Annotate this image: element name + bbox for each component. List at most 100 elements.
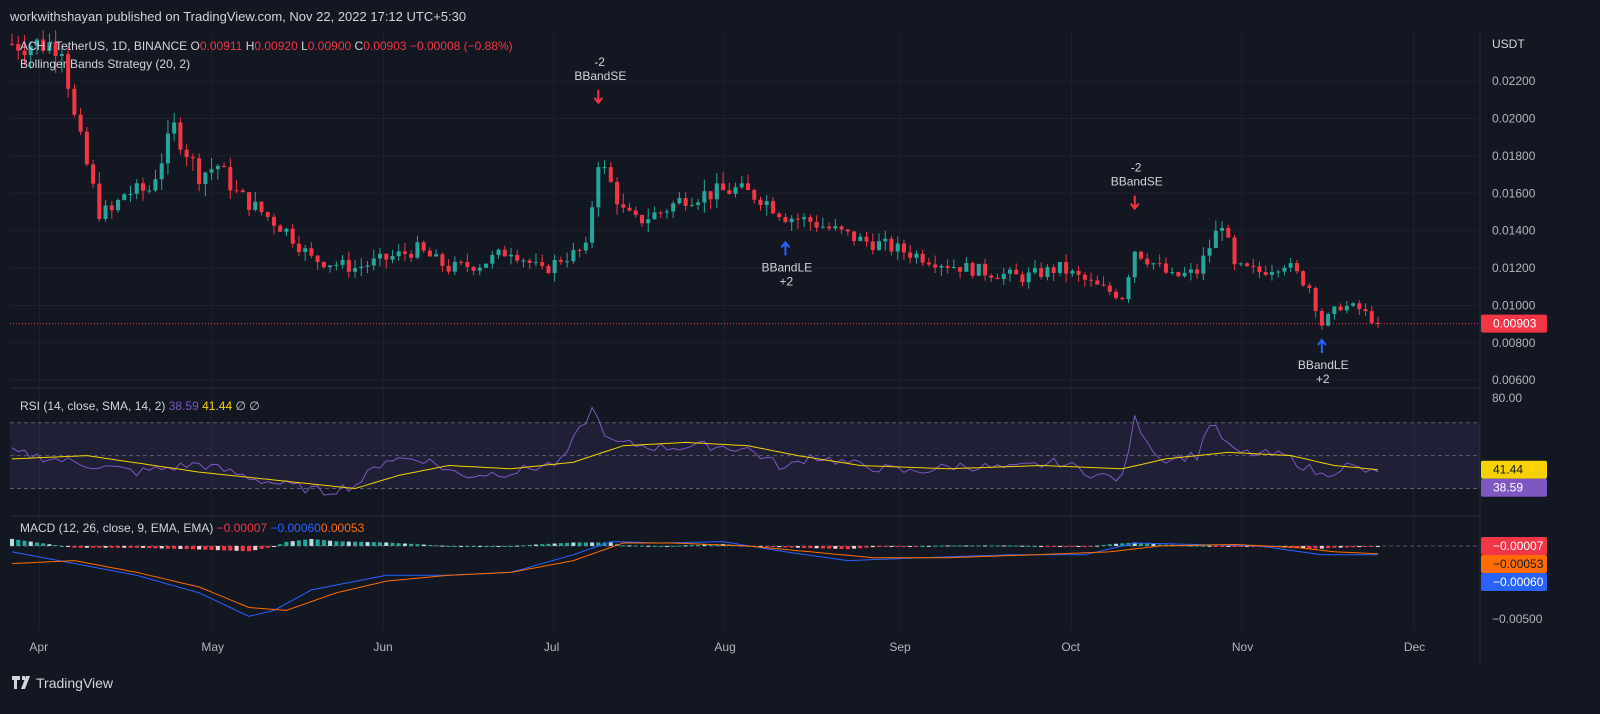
candle-body xyxy=(309,248,314,256)
macd-signal-badge: −0.00053 xyxy=(1493,557,1544,571)
candle-body xyxy=(253,201,258,210)
macd-histogram-bar xyxy=(802,545,807,548)
candle-body xyxy=(1257,266,1262,273)
candle-body xyxy=(733,187,738,194)
candle-body xyxy=(1344,305,1349,311)
candle-body xyxy=(484,263,489,268)
macd-histogram-bar xyxy=(789,545,794,548)
macd-histogram-bar xyxy=(1157,544,1162,546)
candle-body xyxy=(446,265,451,272)
candle-body xyxy=(1375,322,1381,324)
macd-histogram-bar xyxy=(22,540,27,546)
tradingview-brand[interactable]: TradingView xyxy=(36,675,113,691)
rsi-sma-badge: 41.44 xyxy=(1493,463,1523,477)
symbol-title[interactable]: ACH / TetherUS, 1D, BINANCE xyxy=(20,39,188,53)
candle-body xyxy=(552,259,557,274)
macd-histogram-bar xyxy=(122,545,127,548)
candle-body xyxy=(889,238,894,252)
macd-line-value: −0.00060 xyxy=(270,521,321,535)
macd-histogram-bar xyxy=(683,545,688,547)
candle-body xyxy=(122,194,127,200)
candle-body xyxy=(920,253,925,263)
macd-histogram-bar xyxy=(390,542,395,546)
macd-histogram-bar xyxy=(465,545,470,547)
candle-body xyxy=(390,256,395,260)
signal-qty: +2 xyxy=(779,274,793,288)
candle-body xyxy=(895,243,900,252)
candle-body xyxy=(596,167,601,208)
macd-legend[interactable]: MACD (12, 26, close, 9, EMA, EMA) −0.000… xyxy=(20,521,364,535)
macd-histogram-bar xyxy=(671,545,676,547)
candle-body xyxy=(222,165,227,168)
macd-histogram-bar xyxy=(321,540,326,546)
candle-body xyxy=(427,250,432,257)
candle-body xyxy=(1263,272,1268,275)
rsi-badge: 38.59 xyxy=(1493,481,1523,495)
rsi-sma-badge-bg xyxy=(1481,460,1547,479)
macd-histogram-bar xyxy=(852,545,857,549)
candle-body xyxy=(1007,269,1013,274)
rsi-value: 38.59 xyxy=(168,399,199,413)
macd-histogram-bar xyxy=(222,545,227,551)
candle-body xyxy=(1089,279,1094,281)
macd-histogram-bar xyxy=(864,545,869,548)
candle-body xyxy=(746,183,751,191)
macd-histogram-bar xyxy=(228,545,233,551)
candle-body xyxy=(689,204,694,206)
macd-histogram-bar xyxy=(876,545,882,547)
strategy-legend[interactable]: Bollinger Bands Strategy (20, 2) xyxy=(20,57,190,71)
macd-histogram-bar xyxy=(983,545,988,547)
candle-body xyxy=(1120,297,1125,300)
ohlc-open: 0.00911 xyxy=(199,39,243,53)
macd-histogram-bar xyxy=(889,545,894,547)
macd-histogram-bar xyxy=(377,542,383,546)
macd-histogram-bar xyxy=(689,545,694,547)
candle-body xyxy=(47,42,52,51)
candle-body xyxy=(933,264,938,268)
macd-histogram-bar xyxy=(515,545,520,547)
macd-histogram-bar xyxy=(1313,545,1318,549)
candle-body xyxy=(758,199,763,205)
candle-body xyxy=(702,191,707,203)
macd-histogram-bar xyxy=(1089,545,1094,547)
macd-histogram-bar xyxy=(627,545,632,547)
candle-body xyxy=(1282,267,1287,272)
candle-body xyxy=(677,197,682,204)
signal-label: BBandSE xyxy=(1111,175,1163,189)
macd-histogram-bar xyxy=(883,545,888,547)
macd-histogram-bar xyxy=(303,539,308,546)
candle-body xyxy=(752,190,757,200)
signal-qty: -2 xyxy=(1131,161,1142,175)
candle-body xyxy=(41,39,46,51)
macd-histogram-bar xyxy=(1151,544,1156,546)
last-price-badge: 0.00903 xyxy=(1493,317,1537,331)
rsi-sma-value: 41.44 xyxy=(202,399,233,413)
candle-body xyxy=(802,217,807,220)
candle-body xyxy=(976,263,981,276)
macd-histogram-bar xyxy=(770,545,775,547)
candle-body xyxy=(764,201,769,205)
candle-body xyxy=(1082,274,1087,280)
candle-body xyxy=(964,263,969,272)
rsi-legend[interactable]: RSI (14, close, SMA, 14, 2) 38.59 41.44 … xyxy=(20,399,260,413)
candle-body xyxy=(502,249,507,257)
candle-body xyxy=(1057,262,1062,273)
candle-body xyxy=(452,261,457,272)
candle-body xyxy=(1163,263,1168,273)
candle-body xyxy=(883,238,888,242)
candle-body xyxy=(284,228,289,232)
candle-body xyxy=(1020,274,1025,283)
candle-body xyxy=(633,210,638,216)
candle-body xyxy=(66,53,71,89)
macd-histogram-bar xyxy=(1120,543,1125,546)
macd-histogram-bar xyxy=(664,545,669,547)
macd-histogram-bar xyxy=(147,545,152,549)
candle-body xyxy=(571,249,576,262)
candle-body xyxy=(1195,269,1200,274)
macd-histogram-bar xyxy=(895,545,900,547)
candle-body xyxy=(396,251,401,257)
candle-body xyxy=(721,183,726,191)
candle-body xyxy=(190,157,195,159)
